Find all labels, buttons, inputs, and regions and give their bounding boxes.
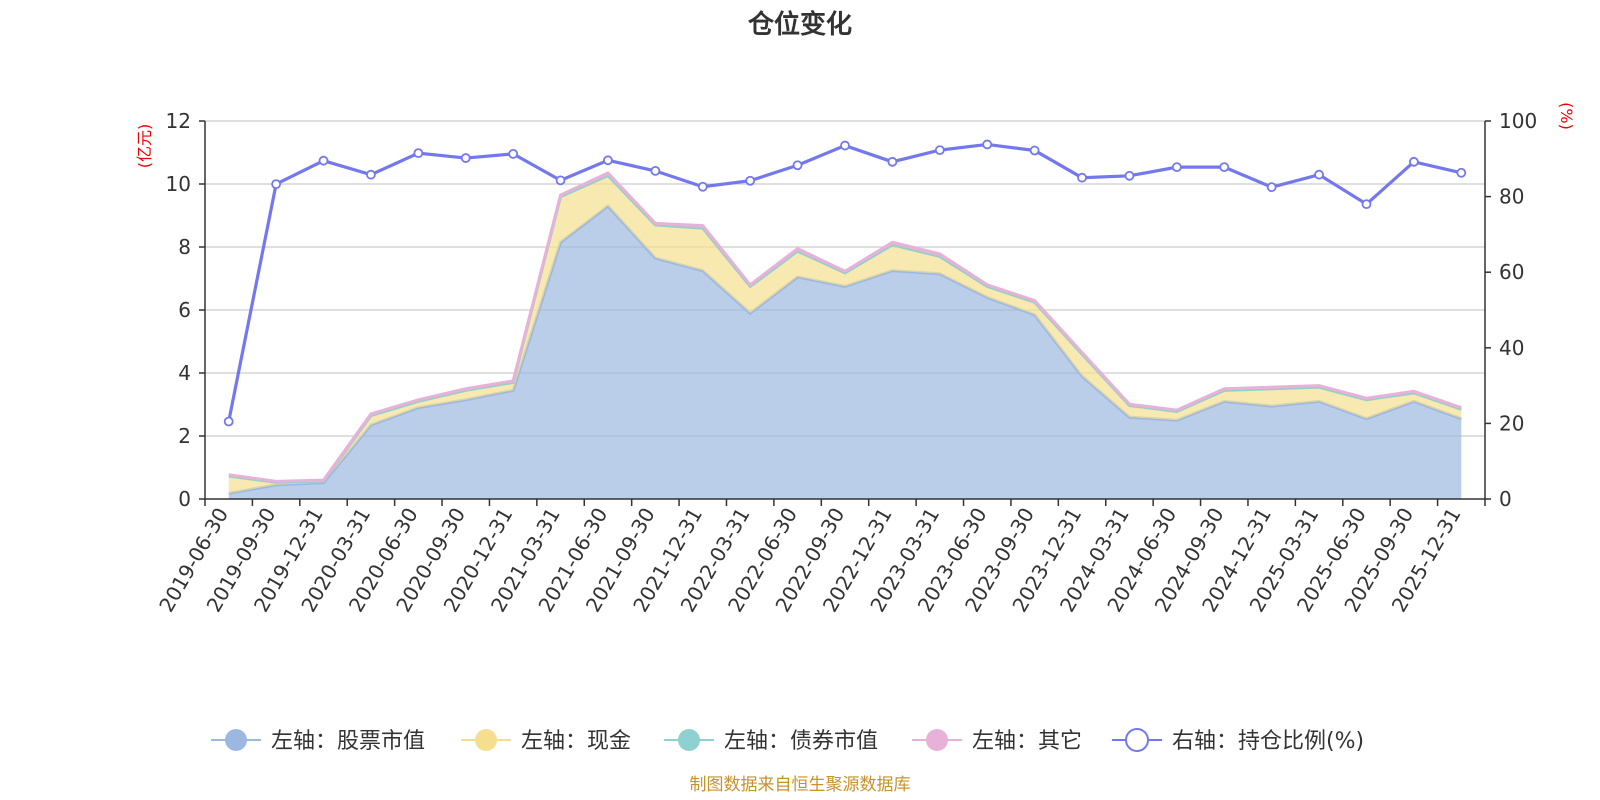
legend-marker [926, 729, 948, 751]
ratio-point [1077, 172, 1087, 183]
legend-item-0: 左轴：股票市值 [211, 729, 425, 754]
ratio-point [1314, 169, 1324, 180]
ratio-point [745, 175, 756, 186]
ratio-point [603, 155, 613, 166]
left-tick-label: 0 [178, 487, 191, 511]
left-tick-label: 6 [178, 298, 191, 322]
legend-item-3: 左轴：其它 [912, 729, 1082, 754]
ratio-point [223, 416, 234, 427]
legend-label: 左轴：其它 [972, 729, 1082, 754]
ratio-point [271, 179, 282, 190]
ratio-point [460, 153, 471, 163]
ratio-point [1029, 145, 1040, 156]
ratio-point [697, 181, 708, 192]
legend-item-1: 左轴：现金 [461, 729, 631, 754]
ratio-point [1124, 170, 1135, 181]
legend-item-4: 右轴：持仓比例(%) [1112, 728, 1364, 754]
legend-marker [678, 729, 700, 751]
left-tick-label: 8 [178, 235, 191, 259]
right-tick-label: 40 [1499, 336, 1524, 360]
right-tick-label: 80 [1499, 185, 1524, 209]
area-series-0 [228, 206, 1462, 500]
ratio-point [934, 145, 945, 156]
left-tick-label: 10 [166, 172, 191, 196]
ratio-point [1456, 167, 1467, 178]
data-source-note: 制图数据来自恒生聚源数据库 [690, 775, 911, 795]
area-edge-3 [228, 171, 1462, 483]
ratio-point [982, 139, 993, 150]
legend-item-2: 左轴：债券市值 [664, 729, 878, 754]
chart-title: 仓位变化 [747, 9, 852, 40]
ratio-point [1361, 199, 1372, 210]
legend-label: 左轴：现金 [521, 729, 631, 754]
ratio-point [887, 156, 898, 167]
ratio-point [508, 148, 519, 159]
legend-marker [225, 729, 247, 751]
right-tick-label: 60 [1499, 260, 1524, 284]
legend-label: 右轴：持仓比例(%) [1172, 729, 1364, 754]
legend-marker [1125, 728, 1149, 752]
ratio-point [792, 160, 803, 171]
left-tick-label: 2 [178, 424, 191, 448]
right-tick-label: 0 [1499, 487, 1512, 511]
ratio-point [366, 169, 376, 180]
area-series-1 [228, 175, 1462, 494]
ratio-point [318, 155, 329, 166]
right-tick-label: 100 [1499, 109, 1537, 133]
legend-label: 左轴：债券市值 [724, 729, 878, 754]
ratio-point [650, 165, 661, 176]
left-axis-unit: (亿元) [135, 124, 154, 169]
ratio-point [1171, 162, 1182, 173]
ratio-point [1266, 182, 1277, 193]
ratio-point [555, 175, 566, 186]
plot-areas [228, 171, 1462, 500]
plot-lines [223, 139, 1467, 427]
left-tick-label: 4 [178, 361, 191, 385]
legend-label: 左轴：股票市值 [271, 729, 425, 754]
right-axis-unit: (%) [1557, 102, 1576, 130]
ratio-point [413, 148, 424, 159]
legend: 左轴：股票市值 左轴：现金 左轴：债券市值 左轴：其它 右轴：持仓比例(%) [211, 728, 1364, 754]
ratio-point [840, 140, 850, 151]
ratio-point [1408, 156, 1419, 167]
legend-marker [475, 729, 497, 751]
left-tick-label: 12 [166, 109, 191, 133]
ratio-point [1219, 162, 1230, 173]
right-tick-label: 20 [1499, 411, 1524, 435]
